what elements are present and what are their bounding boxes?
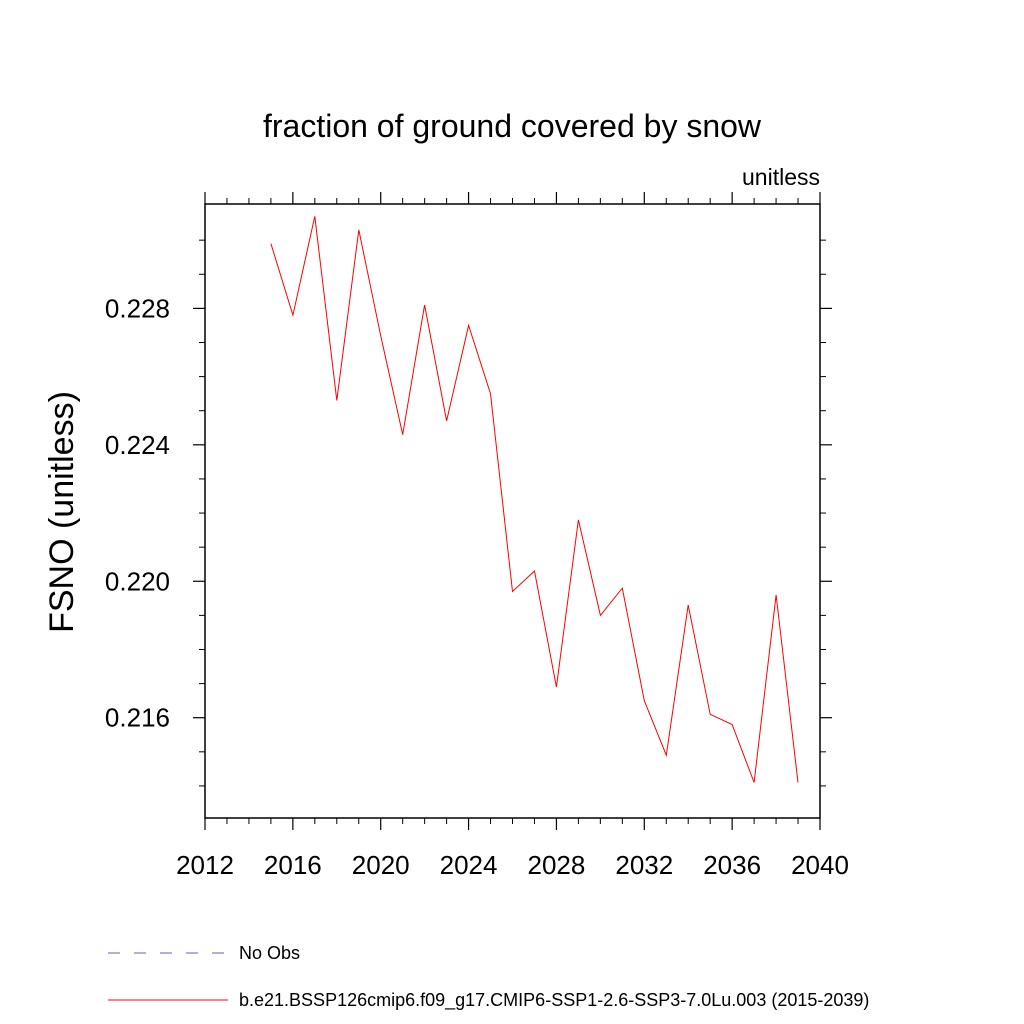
- y-tick-label: 0.220: [105, 566, 170, 596]
- x-tick-label: 2020: [352, 850, 410, 880]
- y-tick-label: 0.216: [105, 703, 170, 733]
- chart-subtitle: unitless: [742, 164, 820, 190]
- legend-label-no-obs: No Obs: [239, 943, 300, 963]
- x-tick-label: 2032: [615, 850, 673, 880]
- legend: No Obs b.e21.BSSP126cmip6.f09_g17.CMIP6-…: [108, 943, 869, 1011]
- y-tick-labels: 0.216 0.220 0.224 0.228: [105, 293, 170, 732]
- plot-frame: [204, 203, 821, 819]
- x-tick-label: 2036: [703, 850, 761, 880]
- y-axis-label: FSNO (unitless): [43, 391, 81, 633]
- y-tick-label: 0.224: [105, 430, 170, 460]
- axis-ticks: [193, 192, 832, 830]
- x-tick-label: 2024: [440, 850, 498, 880]
- y-tick-label: 0.228: [105, 293, 170, 323]
- legend-label-series: b.e21.BSSP126cmip6.f09_g17.CMIP6-SSP1-2.…: [239, 990, 869, 1011]
- series-line: [270, 216, 799, 783]
- x-tick-label: 2012: [176, 850, 234, 880]
- x-tick-label: 2040: [791, 850, 849, 880]
- x-tick-label: 2016: [264, 850, 322, 880]
- series-layer: [270, 216, 799, 783]
- chart-title: fraction of ground covered by snow: [263, 108, 762, 144]
- x-tick-label: 2028: [528, 850, 586, 880]
- x-tick-labels: 2012 2016 2020 2024 2028 2032 2036 2040: [176, 850, 849, 880]
